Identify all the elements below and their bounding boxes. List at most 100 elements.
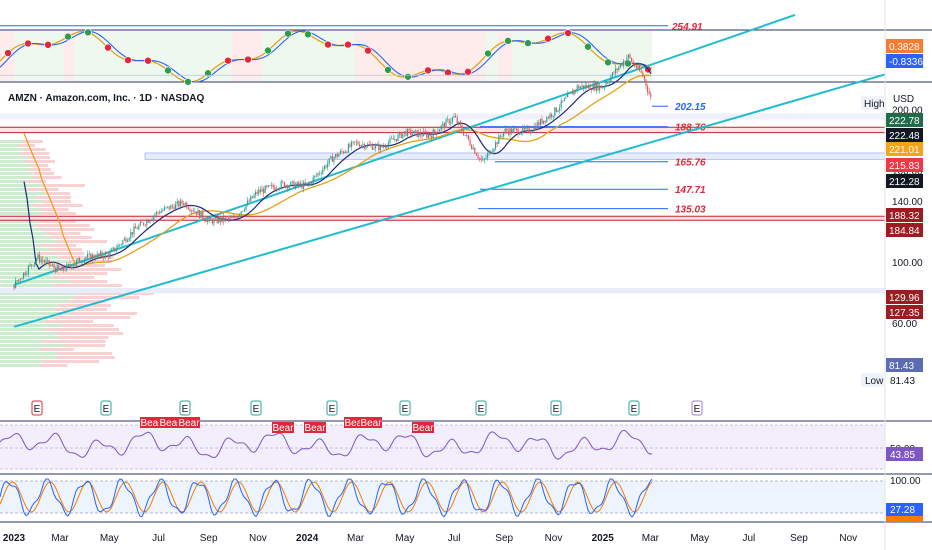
volume-profile [0,140,154,367]
time-tick: Mar [347,533,365,544]
bear-label: Bear [159,418,181,429]
time-tick: Jul [152,533,165,544]
earnings-marker: E [34,404,41,415]
stochastic-d-line [0,481,653,513]
price-badge-label: 212.28 [889,177,920,188]
price-badge-label: 81.43 [889,361,914,372]
price-level-label: 165.76 [675,158,706,169]
osc-badge-a [886,39,923,53]
price-level-label: 147.71 [675,185,706,196]
price-badge-label: 222.78 [889,116,920,127]
price-badge-label: 222.48 [889,131,920,142]
price-badge [886,223,923,237]
time-tick: Mar [51,533,69,544]
range-band [0,113,885,120]
highlight-zone [144,152,886,160]
high-label: High [864,99,885,110]
chart-title: AMZN · Amazon.com, Inc. · 1D · NASDAQ [8,93,205,104]
price-badge [886,113,923,127]
trend-channel[interactable] [13,14,886,328]
time-tick: 2024 [296,533,319,544]
earnings-marker: E [631,404,638,415]
price-badge-label: 188.32 [889,211,920,222]
low-label-box [861,373,885,387]
time-tick: Jul [448,533,461,544]
resistance-zone [0,127,885,133]
bear-label: Bear [412,423,434,434]
time-tick: Jul [743,533,756,544]
low-band [0,287,885,294]
stoch-upper-label: 100.00 [890,476,921,487]
time-tick: Nov [839,533,857,544]
earnings-marker: E [478,404,485,415]
price-tick-low: 81.43 [890,376,915,387]
bear-label: Bear [344,418,366,429]
price-tick: 60.00 [892,319,917,330]
price-panel: AMZN · Amazon.com, Inc. · 1D · NASDAQ 25… [0,14,886,416]
time-tick: Sep [495,533,513,544]
earnings-marker: E [253,404,260,415]
top-oscillator-panel [0,28,932,86]
osc-badge-b [886,54,923,68]
rsi-line [0,429,653,460]
time-axis: 2023 Mar May Jul Sep Nov 2024 Mar May Jul Sep Nov 20… [0,521,932,544]
price-badge [886,208,923,222]
price-badge-label: 129.96 [889,293,920,304]
candlesticks [13,52,652,291]
bear-label: Bear [178,418,200,429]
earnings-marker: E [553,404,560,415]
time-tick: Sep [200,533,218,544]
price-badge [886,174,923,188]
osc-value-b: -0.8336 [889,57,923,68]
low-label: Low [865,376,884,387]
high-label-box [861,96,885,110]
price-level-label: 188.76 [675,123,706,134]
moving-average-gold [23,74,652,268]
time-tick: Nov [249,533,267,544]
price-scale[interactable]: High USD Low 60.00100.00120.00140.00160.… [861,0,923,550]
oscillator-line-slow [0,30,653,83]
time-tick: 2023 [3,533,26,544]
price-badge-label: 127.35 [889,308,920,319]
earnings-marker: E [402,404,409,415]
bear-label: Bear [360,418,382,429]
time-tick: May [690,533,709,544]
price-level-label: 202.15 [674,102,706,113]
price-badge-label: 215.83 [889,161,920,172]
price-badge [886,128,923,142]
stochastic-panel: 100.00 [0,473,932,518]
osc-value-a: 0.3828 [889,42,920,53]
price-badge [886,142,923,156]
stoch-badge [886,503,923,516]
earnings-marker: E [694,404,701,415]
currency-label: USD [893,94,914,105]
support-zone [0,216,885,221]
time-tick: 2025 [592,533,615,544]
price-badge-label: 184.84 [889,226,920,237]
price-level-label: 135.03 [675,205,706,216]
stoch-value: 27.28 [890,505,915,516]
price-tick: 200.00 [892,106,923,117]
price-badge [886,358,923,372]
rsi-badge [886,447,923,461]
price-tick: 100.00 [892,258,923,269]
stoch-badge-2 [886,516,923,522]
rsi-value: 43.85 [890,450,915,461]
time-tick: Sep [790,533,808,544]
bear-label: Bear [272,423,294,434]
time-tick: Mar [642,533,660,544]
time-tick: Nov [545,533,563,544]
bear-label: Bear [304,423,326,434]
price-tick: 140.00 [892,197,923,208]
price-badge [886,305,923,319]
time-tick: May [395,533,414,544]
price-badge [886,158,923,172]
earnings-marker: E [329,404,336,415]
price-badge-label: 221.01 [889,145,920,156]
stochastic-k-line [0,478,653,518]
price-level-label: 254.91 [671,22,703,33]
moving-average-dark [23,62,652,271]
